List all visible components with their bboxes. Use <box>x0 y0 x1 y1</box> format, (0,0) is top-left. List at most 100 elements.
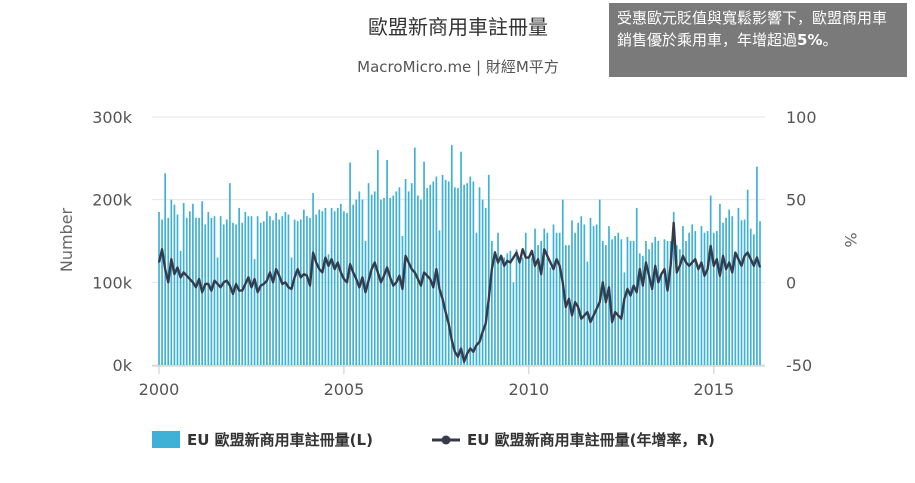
bar[interactable] <box>685 241 687 365</box>
bar[interactable] <box>454 187 456 365</box>
bar[interactable] <box>737 207 740 365</box>
bar[interactable] <box>660 274 663 365</box>
bar[interactable] <box>318 209 321 365</box>
bar[interactable] <box>632 241 635 365</box>
bar[interactable] <box>497 232 499 365</box>
bar[interactable] <box>182 202 185 365</box>
bar[interactable] <box>466 183 469 365</box>
bar[interactable] <box>626 236 629 365</box>
bar[interactable] <box>592 226 595 365</box>
bar[interactable] <box>198 217 200 365</box>
bar[interactable] <box>697 265 700 365</box>
bar[interactable] <box>642 255 644 365</box>
bar[interactable] <box>173 204 176 365</box>
bar[interactable] <box>161 219 163 365</box>
bar[interactable] <box>540 241 543 365</box>
bar[interactable] <box>358 191 361 365</box>
legend-item-bar[interactable]: EU 歐盟新商用車註冊量(L) <box>152 431 373 449</box>
bar[interactable] <box>623 272 626 365</box>
bar[interactable] <box>614 236 616 365</box>
bar[interactable] <box>666 241 669 365</box>
bar[interactable] <box>238 207 240 365</box>
bar[interactable] <box>275 212 277 365</box>
bar[interactable] <box>272 220 274 365</box>
bar[interactable] <box>284 212 287 365</box>
bar[interactable] <box>444 179 447 365</box>
bar[interactable] <box>312 193 314 365</box>
bar[interactable] <box>213 216 216 365</box>
bar[interactable] <box>694 231 697 365</box>
bar[interactable] <box>460 151 462 365</box>
bar[interactable] <box>746 189 749 365</box>
bar[interactable] <box>457 188 459 365</box>
bar[interactable] <box>629 241 632 365</box>
bar[interactable] <box>743 219 746 365</box>
bar[interactable] <box>703 232 706 365</box>
bar[interactable] <box>373 191 376 365</box>
bar[interactable] <box>423 161 425 365</box>
bar[interactable] <box>222 224 225 365</box>
bar[interactable] <box>327 254 330 365</box>
bar[interactable] <box>407 191 410 365</box>
bar[interactable] <box>229 183 231 365</box>
bar[interactable] <box>487 174 490 365</box>
bar[interactable] <box>675 245 678 365</box>
bar[interactable] <box>438 230 441 365</box>
bar[interactable] <box>484 207 487 365</box>
bar[interactable] <box>759 221 761 365</box>
bar[interactable] <box>219 216 222 365</box>
bar[interactable] <box>515 249 518 365</box>
bar[interactable] <box>352 204 355 365</box>
bar[interactable] <box>595 224 598 365</box>
bar[interactable] <box>293 219 296 365</box>
bar[interactable] <box>657 241 660 365</box>
bar[interactable] <box>491 241 493 365</box>
bar[interactable] <box>269 216 271 365</box>
bar[interactable] <box>663 239 666 365</box>
bar[interactable] <box>429 184 432 365</box>
bar[interactable] <box>589 217 592 365</box>
bar[interactable] <box>549 267 552 365</box>
bar[interactable] <box>638 253 641 365</box>
bar[interactable] <box>605 245 607 365</box>
bar[interactable] <box>537 245 539 365</box>
bar[interactable] <box>343 211 345 365</box>
bar[interactable] <box>722 222 724 365</box>
bar[interactable] <box>734 253 737 365</box>
bar[interactable] <box>620 239 623 365</box>
bar[interactable] <box>250 216 253 365</box>
bar[interactable] <box>654 236 657 365</box>
bar[interactable] <box>682 226 684 365</box>
bar[interactable] <box>235 224 237 365</box>
bar[interactable] <box>524 232 527 365</box>
bar[interactable] <box>503 257 506 365</box>
bar[interactable] <box>534 228 536 365</box>
bar[interactable] <box>241 222 244 365</box>
bar[interactable] <box>158 212 160 365</box>
bar[interactable] <box>481 199 484 365</box>
bar[interactable] <box>509 250 512 365</box>
bar[interactable] <box>262 221 265 365</box>
bar[interactable] <box>648 249 650 365</box>
bar[interactable] <box>719 203 721 365</box>
bar[interactable] <box>752 234 755 365</box>
bar[interactable] <box>389 198 391 365</box>
bar[interactable] <box>290 257 293 365</box>
bar[interactable] <box>339 203 342 365</box>
bar[interactable] <box>688 232 690 365</box>
bar[interactable] <box>528 257 530 365</box>
bar[interactable] <box>475 232 478 365</box>
bar[interactable] <box>346 212 348 365</box>
bar[interactable] <box>521 257 524 365</box>
bar[interactable] <box>281 216 284 365</box>
bar[interactable] <box>404 179 407 365</box>
bar[interactable] <box>645 241 647 365</box>
bar[interactable] <box>574 232 576 365</box>
bar[interactable] <box>188 211 191 365</box>
bar[interactable] <box>179 250 182 365</box>
bar[interactable] <box>716 231 718 365</box>
bar[interactable] <box>469 176 472 365</box>
bar[interactable] <box>580 216 583 365</box>
bar[interactable] <box>309 217 311 365</box>
bar[interactable] <box>558 232 561 365</box>
